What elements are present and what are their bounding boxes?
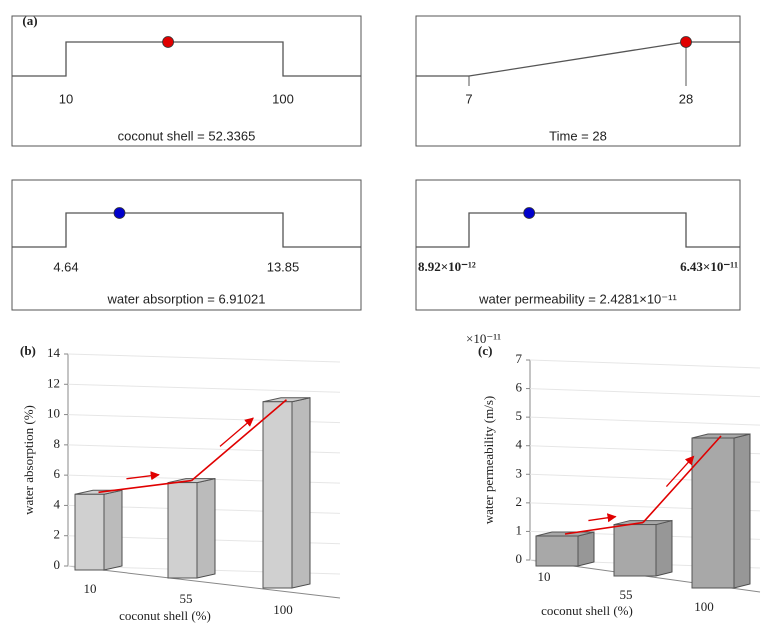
marker: [680, 36, 692, 48]
y-tick-label: 6: [516, 380, 523, 395]
y-tick-label: 8: [54, 436, 61, 451]
trend-arrow: [665, 455, 695, 488]
x-tick-label: 55: [180, 591, 193, 606]
bar: [613, 524, 657, 577]
bar: [74, 493, 105, 571]
x-axis: [67, 565, 341, 599]
bar-side: [103, 489, 123, 571]
bar-side: [196, 477, 216, 579]
grid-line: [67, 383, 341, 393]
grid-line: [529, 359, 761, 369]
tick-label: 6.43×10⁻¹¹: [680, 259, 738, 274]
bar-side: [291, 397, 311, 589]
bar: [535, 535, 579, 567]
y-tick-label: 4: [54, 496, 61, 511]
trend-line: [642, 435, 722, 524]
panel-frame: [415, 15, 741, 147]
trend-line: [190, 399, 288, 482]
bar-side: [577, 531, 595, 567]
tick-label: 100: [272, 91, 294, 106]
y-tick-label: 14: [47, 345, 61, 360]
caption: water permeability = 2.4281×10⁻¹¹: [478, 291, 677, 306]
grid-line: [67, 353, 341, 363]
x-tick-label: 10: [538, 569, 551, 584]
x-tick-label: 55: [620, 587, 633, 602]
caption: coconut shell = 52.3365: [118, 128, 256, 143]
bar: [691, 437, 735, 589]
desirability-line: [416, 212, 740, 248]
caption: water absorption = 6.91021: [107, 291, 266, 306]
tick-label: 8.92×10⁻¹²: [418, 259, 476, 274]
panel-frame: [415, 179, 741, 311]
grid-line: [529, 416, 761, 426]
y-tick-label: 0: [54, 557, 61, 572]
desirability-line: [12, 41, 361, 77]
y-tick-label: 5: [516, 408, 523, 423]
x-axis-label: coconut shell (%): [541, 603, 633, 618]
x-axis-label: coconut shell (%): [119, 608, 211, 623]
axis-multiplier: ×10⁻¹¹: [466, 331, 501, 346]
panel-label: (b): [20, 343, 36, 358]
trend-arrow: [588, 513, 617, 523]
y-tick-label: 7: [516, 351, 523, 366]
y-tick-label: 2: [516, 494, 523, 509]
tick-label: 28: [679, 91, 693, 106]
trend-arrow: [126, 471, 160, 481]
y-axis-label: water absorption (%): [21, 405, 36, 515]
tick-label: 10: [59, 91, 73, 106]
tick-label: 4.64: [53, 259, 78, 274]
x-tick-label: 10: [84, 581, 97, 596]
y-tick-label: 2: [54, 527, 61, 542]
x-tick-label: 100: [273, 602, 293, 617]
y-tick-label: 6: [54, 466, 61, 481]
marker: [523, 207, 536, 219]
desirability-line: [416, 41, 740, 77]
bar: [167, 482, 198, 579]
tick-label: 7: [465, 91, 472, 106]
marker: [113, 207, 126, 219]
trend-arrow: [219, 417, 254, 447]
y-tick-label: 3: [516, 465, 523, 480]
caption: Time = 28: [549, 128, 607, 143]
desirability-line: [12, 212, 361, 248]
trend-line: [98, 479, 192, 494]
marker: [162, 36, 174, 48]
grid-line: [529, 388, 761, 398]
y-tick-label: 10: [47, 406, 60, 421]
panel-label: (a): [22, 13, 37, 28]
y-tick-label: 1: [516, 522, 523, 537]
bar-side: [733, 433, 751, 589]
y-axis-label: water permeability (m/s): [481, 396, 496, 525]
bar: [262, 401, 293, 589]
y-tick-label: 4: [516, 437, 523, 452]
bar-side: [655, 519, 673, 577]
panel-label: (c): [478, 343, 492, 358]
trend-line: [564, 521, 644, 535]
panel-frame: [11, 179, 362, 311]
x-tick-label: 100: [694, 599, 714, 614]
y-tick-label: 12: [47, 375, 60, 390]
y-tick-label: 0: [516, 551, 523, 566]
panel-frame: [11, 15, 362, 147]
tick-label: 13.85: [267, 259, 300, 274]
